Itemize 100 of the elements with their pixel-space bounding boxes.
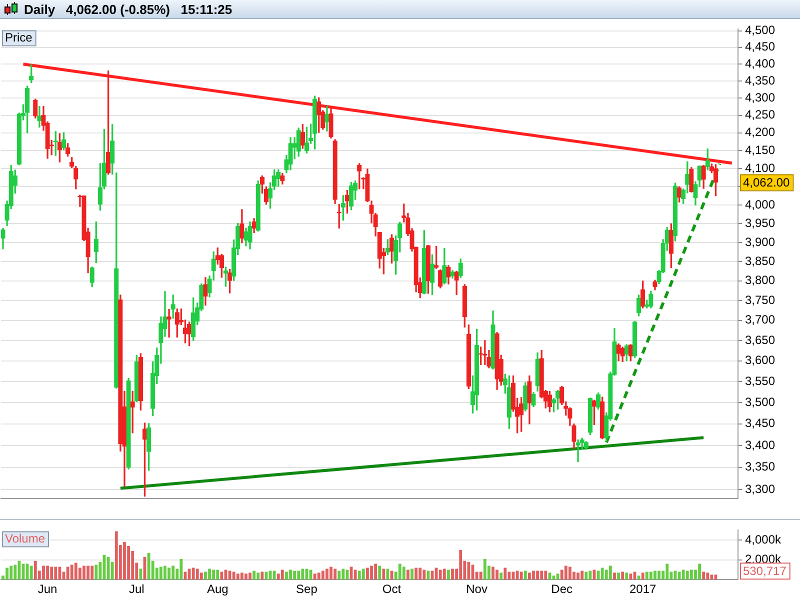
bar xyxy=(504,568,507,580)
y-tick-label: 3,400 xyxy=(745,438,776,452)
bar xyxy=(613,572,616,580)
bar xyxy=(479,572,482,580)
bar xyxy=(354,570,357,580)
bar xyxy=(252,570,256,580)
bar xyxy=(313,574,316,580)
x-tick-label: Nov xyxy=(466,582,488,596)
bar xyxy=(584,572,588,580)
bar xyxy=(342,568,345,580)
bar xyxy=(378,566,382,580)
bar xyxy=(500,572,503,580)
bar xyxy=(236,574,240,580)
bar xyxy=(710,574,714,580)
bar xyxy=(702,572,706,580)
y-tick-label: 3,450 xyxy=(745,416,776,430)
y-tick-label: 3,900 xyxy=(745,234,776,249)
bar xyxy=(94,564,98,580)
bar xyxy=(168,568,170,580)
y-tick-label: 4,200 xyxy=(745,125,776,140)
bar xyxy=(516,570,519,580)
bar xyxy=(706,572,710,580)
y-tick-label: 3,550 xyxy=(745,374,776,388)
y-axis-title: Price xyxy=(4,30,33,45)
bar xyxy=(629,574,632,580)
bar xyxy=(406,570,410,580)
bar xyxy=(114,531,118,580)
bar xyxy=(86,566,90,580)
bar xyxy=(641,572,644,580)
bar xyxy=(30,566,33,580)
bar xyxy=(528,572,531,580)
bar xyxy=(682,570,685,580)
bar xyxy=(280,570,284,580)
bar xyxy=(212,570,216,580)
y-tick-label: 4,350 xyxy=(745,73,776,88)
bar xyxy=(200,572,203,580)
bar xyxy=(496,570,499,580)
y-tick-label: 3,800 xyxy=(745,273,776,288)
bar xyxy=(334,568,337,580)
candlestick xyxy=(37,106,42,128)
bar xyxy=(321,570,324,580)
bar xyxy=(426,570,430,580)
bar xyxy=(556,574,560,580)
bar xyxy=(434,568,438,580)
bar xyxy=(297,570,300,580)
bar xyxy=(18,560,21,580)
x-tick-label: Aug xyxy=(206,582,228,596)
y-tick-label: 4,150 xyxy=(745,142,776,157)
bar xyxy=(576,572,580,580)
bar xyxy=(604,570,608,580)
candlestick xyxy=(576,439,580,462)
bar xyxy=(301,568,304,580)
bar xyxy=(617,572,620,580)
y-axis-title: Volume xyxy=(4,532,46,546)
bar xyxy=(410,568,414,580)
bar xyxy=(451,568,454,580)
bar xyxy=(536,570,540,580)
x-tick-label: Jul xyxy=(128,582,144,596)
text: 530,717 xyxy=(743,564,787,578)
bar xyxy=(34,560,37,580)
bar xyxy=(422,570,426,580)
bar xyxy=(398,564,402,580)
bar xyxy=(208,568,211,580)
bar xyxy=(666,564,669,580)
bar xyxy=(204,572,207,580)
bar xyxy=(172,566,175,580)
bar xyxy=(248,572,252,580)
y-tick-label: 3,700 xyxy=(745,312,776,327)
bar xyxy=(10,566,13,580)
bar xyxy=(686,570,689,580)
bar xyxy=(240,572,244,580)
bar xyxy=(540,570,544,580)
bar xyxy=(621,572,624,580)
bar xyxy=(654,570,656,580)
x-tick-label: Jun xyxy=(38,582,58,596)
candlestick xyxy=(166,308,172,338)
y-tick-label: 4,450 xyxy=(745,40,776,54)
bar xyxy=(625,572,628,580)
y-tick-label: 4,500 xyxy=(745,23,776,38)
bar xyxy=(580,570,584,580)
bar xyxy=(6,568,9,580)
bar xyxy=(366,568,369,580)
bar xyxy=(524,570,527,580)
bar xyxy=(180,558,183,580)
bar xyxy=(508,572,511,580)
y-tick-label: 3,350 xyxy=(745,460,776,474)
bar xyxy=(645,572,648,580)
y-tick-label: 3,750 xyxy=(745,292,776,307)
bar xyxy=(192,568,195,580)
y-tick-label: 3,950 xyxy=(745,216,776,230)
bar xyxy=(220,572,224,580)
x-tick-label: Dec xyxy=(551,582,573,596)
bar xyxy=(26,564,29,580)
y-tick-label: 4,250 xyxy=(745,108,776,122)
bar xyxy=(698,564,701,580)
bar xyxy=(139,568,142,580)
bar xyxy=(330,566,332,580)
chart-title: Daily 4,062.00 (-0.85%) 15:11:25 xyxy=(24,2,232,16)
bar xyxy=(649,572,652,580)
bar xyxy=(196,568,199,580)
